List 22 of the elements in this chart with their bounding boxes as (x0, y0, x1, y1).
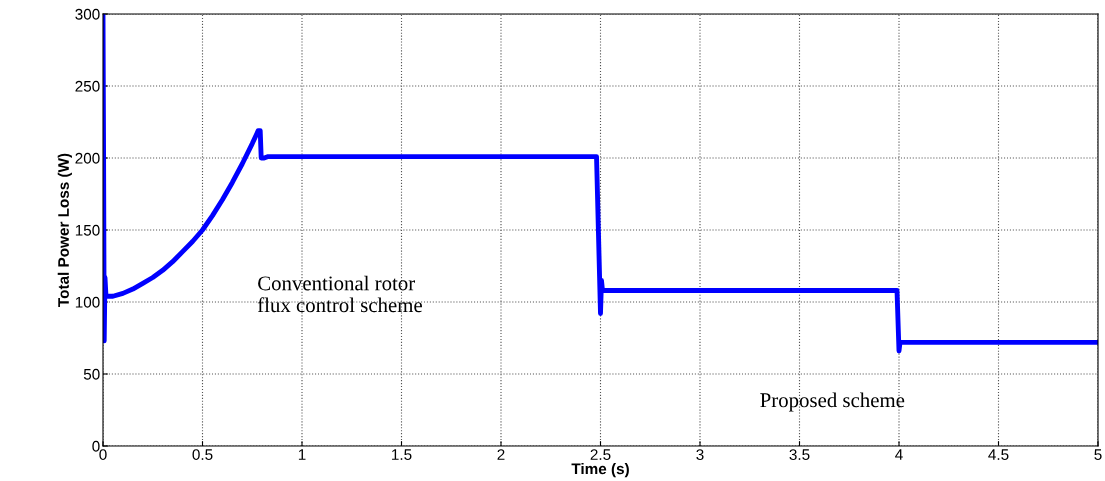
x-tick-label: 1 (298, 449, 306, 460)
x-tick-label: 3 (696, 449, 704, 460)
annotation: Proposed scheme (760, 392, 905, 412)
y-tick-label: 250 (75, 80, 100, 92)
x-tick-label: 4.5 (988, 449, 1009, 460)
x-tick-label: 0.5 (192, 449, 213, 460)
x-tick-label: 4 (895, 449, 903, 460)
y-tick-label: 0 (92, 440, 100, 452)
y-tick-label: 100 (75, 296, 100, 308)
x-tick-label: 2 (497, 449, 505, 460)
x-axis-title: Time (s) (571, 463, 629, 478)
x-tick-label: 3.5 (789, 449, 810, 460)
x-tick-label: 1.5 (392, 449, 412, 460)
y-tick-label: 200 (75, 152, 100, 164)
y-tick-label: 300 (75, 8, 100, 20)
y-tick-label: 50 (83, 368, 100, 380)
x-tick-label: 2.5 (590, 449, 611, 460)
x-tick-label: 0 (99, 449, 107, 460)
x-tick-label: 5 (1094, 449, 1102, 460)
y-tick-label: 150 (75, 224, 100, 236)
y-axis-title: Total Power Loss (W) (57, 153, 72, 307)
annotation: Conventional rotor flux control scheme (257, 275, 422, 313)
